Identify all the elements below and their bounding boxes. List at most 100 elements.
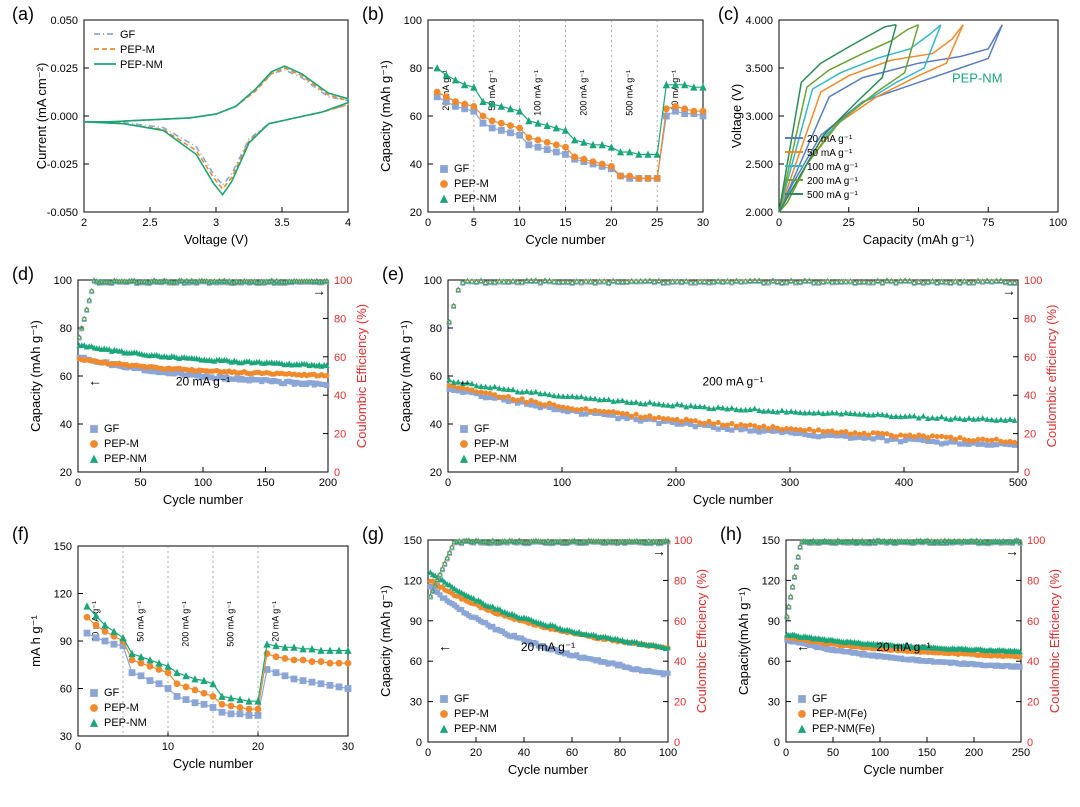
- svg-text:2.000: 2.000: [745, 207, 773, 219]
- svg-text:20: 20: [1024, 429, 1036, 441]
- svg-text:25: 25: [843, 217, 855, 229]
- svg-text:Cycle number: Cycle number: [693, 492, 774, 507]
- svg-text:Cycle number: Cycle number: [173, 756, 254, 771]
- svg-text:60: 60: [566, 747, 578, 759]
- svg-text:60: 60: [410, 111, 422, 123]
- panel-e: 010020030040050020406080100020406080100C…: [390, 268, 1070, 518]
- svg-text:0: 0: [1024, 467, 1030, 479]
- svg-text:60: 60: [1024, 352, 1036, 364]
- svg-text:3.5: 3.5: [274, 217, 289, 229]
- svg-text:Capacity (mAh g⁻¹): Capacity (mAh g⁻¹): [398, 320, 413, 432]
- svg-text:PEP-NM: PEP-NM: [104, 717, 147, 729]
- svg-text:150: 150: [54, 541, 72, 553]
- svg-text:←: ←: [88, 373, 102, 389]
- svg-text:Coulombic Efficiency (%): Coulombic Efficiency (%): [1047, 569, 1062, 713]
- label-g: (g): [362, 524, 384, 545]
- panel-f: 0102030306090120150Cycle numbermA h g⁻¹2…: [20, 528, 360, 788]
- svg-text:50 mA g⁻¹: 50 mA g⁻¹: [807, 148, 853, 159]
- label-e: (e): [382, 264, 404, 285]
- svg-text:Voltage (V): Voltage (V): [729, 84, 744, 148]
- svg-text:20 mA g⁻¹: 20 mA g⁻¹: [807, 134, 853, 145]
- svg-text:20: 20: [605, 217, 617, 229]
- svg-text:←: ←: [796, 638, 810, 654]
- svg-text:80: 80: [410, 63, 422, 75]
- svg-text:20: 20: [470, 747, 482, 759]
- label-d: (d): [12, 264, 34, 285]
- svg-text:0: 0: [425, 217, 431, 229]
- svg-text:500 mA g⁻¹: 500 mA g⁻¹: [226, 601, 236, 647]
- svg-text:PEP-M: PEP-M: [454, 178, 489, 190]
- svg-text:50: 50: [912, 217, 924, 229]
- svg-text:PEP-M: PEP-M: [454, 708, 489, 720]
- svg-text:GF: GF: [120, 29, 136, 41]
- svg-text:Capacity (mAh g⁻¹): Capacity (mAh g⁻¹): [378, 60, 393, 172]
- label-a: (a): [12, 4, 34, 25]
- svg-text:0.000: 0.000: [50, 111, 78, 123]
- svg-text:0: 0: [776, 217, 782, 229]
- svg-text:GF: GF: [474, 423, 490, 435]
- svg-text:500 mA g⁻¹: 500 mA g⁻¹: [807, 190, 859, 201]
- svg-text:3: 3: [213, 217, 219, 229]
- svg-text:200: 200: [965, 747, 983, 759]
- svg-text:0.050: 0.050: [50, 15, 78, 27]
- svg-text:Capacity (mAh g⁻¹): Capacity (mAh g⁻¹): [28, 320, 43, 432]
- svg-text:60: 60: [430, 371, 442, 383]
- svg-text:20 mA g⁻¹: 20 mA g⁻¹: [521, 640, 575, 654]
- svg-text:50: 50: [134, 477, 146, 489]
- svg-text:60: 60: [1027, 616, 1039, 628]
- svg-text:40: 40: [334, 390, 346, 402]
- svg-text:80: 80: [614, 747, 626, 759]
- svg-text:←: ←: [438, 638, 452, 654]
- svg-text:←: ←: [458, 373, 472, 389]
- svg-text:30: 30: [697, 217, 709, 229]
- svg-text:PEP-NM: PEP-NM: [454, 193, 497, 205]
- svg-text:200 mA g⁻¹: 200 mA g⁻¹: [578, 70, 588, 116]
- svg-text:80: 80: [674, 575, 686, 587]
- svg-text:20 mA g⁻¹: 20 mA g⁻¹: [876, 640, 930, 654]
- svg-text:60: 60: [60, 684, 72, 696]
- svg-text:30: 30: [342, 741, 354, 753]
- svg-text:0: 0: [75, 477, 81, 489]
- svg-text:100: 100: [194, 477, 212, 489]
- svg-text:2.500: 2.500: [745, 159, 773, 171]
- svg-text:0: 0: [416, 737, 422, 749]
- svg-text:2.5: 2.5: [142, 217, 157, 229]
- series-GF: [84, 70, 348, 185]
- svg-text:90: 90: [60, 636, 72, 648]
- svg-text:100: 100: [1027, 535, 1045, 547]
- svg-text:100: 100: [424, 275, 442, 287]
- svg-text:→: →: [312, 282, 326, 298]
- svg-text:4: 4: [345, 217, 351, 229]
- svg-text:Cycle number: Cycle number: [163, 492, 244, 507]
- svg-text:80: 80: [334, 313, 346, 325]
- svg-text:120: 120: [54, 589, 72, 601]
- svg-text:60: 60: [674, 616, 686, 628]
- svg-text:3.000: 3.000: [745, 111, 773, 123]
- svg-text:PEP-NM: PEP-NM: [120, 59, 163, 71]
- svg-text:GF: GF: [454, 693, 470, 705]
- svg-text:0: 0: [334, 467, 340, 479]
- svg-text:20: 20: [60, 467, 72, 479]
- svg-text:80: 80: [60, 323, 72, 335]
- svg-text:20: 20: [1027, 697, 1039, 709]
- svg-text:Capacity (mAh g⁻¹): Capacity (mAh g⁻¹): [863, 232, 975, 247]
- svg-text:40: 40: [1024, 390, 1036, 402]
- svg-text:40: 40: [674, 656, 686, 668]
- svg-text:40: 40: [60, 419, 72, 431]
- svg-text:PEP-M: PEP-M: [104, 702, 139, 714]
- svg-text:120: 120: [404, 575, 422, 587]
- label-b: (b): [362, 4, 384, 25]
- svg-text:80: 80: [430, 323, 442, 335]
- panel-b: 05101520253020406080100Cycle numberCapac…: [370, 8, 715, 258]
- svg-text:90: 90: [410, 616, 422, 628]
- svg-text:60: 60: [768, 656, 780, 668]
- label-f: (f): [12, 524, 29, 545]
- svg-text:20: 20: [674, 697, 686, 709]
- svg-text:2: 2: [81, 217, 87, 229]
- svg-text:20: 20: [252, 741, 264, 753]
- svg-text:→: →: [652, 543, 666, 559]
- svg-text:PEP-NM: PEP-NM: [474, 453, 517, 465]
- svg-text:20 mA g⁻¹: 20 mA g⁻¹: [176, 375, 230, 389]
- svg-text:100: 100: [871, 747, 889, 759]
- svg-text:90: 90: [768, 616, 780, 628]
